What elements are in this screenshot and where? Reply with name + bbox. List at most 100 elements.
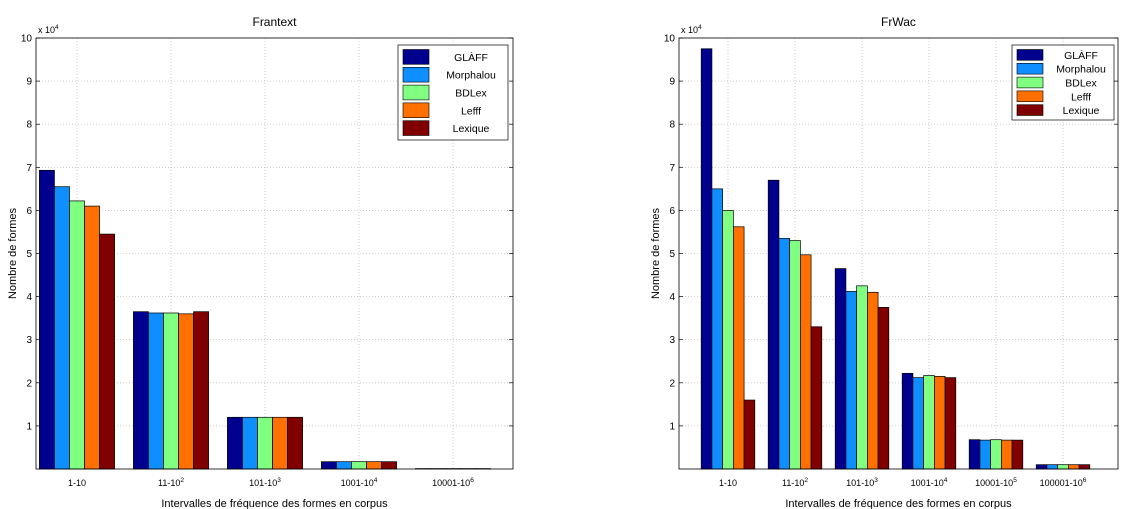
legend-swatch (1016, 62, 1044, 75)
y-tick-label: 3 (26, 335, 32, 346)
bar-morphalou-4 (336, 461, 352, 470)
y-axis-multiplier: x 104 (38, 24, 59, 35)
bar-lexique-4 (944, 377, 957, 470)
x-tick-label: 11-102 (158, 477, 184, 488)
legend-label: GLÀFF (454, 51, 488, 64)
bar-lefff-6 (1068, 464, 1080, 470)
chart-1: 1 2 3 4 5 6 7 8 9 10 1-10 11-102 101-103 1001-104 1000… (7, 15, 514, 509)
y-tick-label: 5 (669, 249, 675, 260)
bar-morphalou-2 (148, 312, 164, 470)
bar-morphalou-3 (845, 291, 857, 470)
bar-morphalou-4 (912, 377, 924, 470)
y-tick-label: 1 (26, 421, 32, 432)
bar-glff-5 (968, 439, 981, 470)
bar-bdlex-3 (257, 416, 273, 470)
bar-morphalou-1 (54, 186, 70, 470)
bar-lefff-3 (272, 416, 288, 470)
bar-lexique-1 (99, 233, 115, 470)
y-axis-label: Nombre de formes (7, 207, 19, 299)
bar-lexique-1 (743, 399, 756, 470)
bar-glff-1 (700, 48, 713, 470)
legend-swatch (1016, 49, 1044, 61)
y-tick-label: 9 (669, 77, 675, 88)
legend-swatch (1016, 104, 1044, 116)
bar-morphalou-3 (242, 416, 258, 470)
legend-label: Lefff (461, 105, 481, 117)
bar-lexique-3 (287, 416, 303, 470)
bar-bdlex-2 (789, 240, 801, 470)
legend-label: Lexique (1063, 105, 1100, 117)
chart-title: FrWac (881, 15, 916, 29)
legend-label: Lefff (1071, 91, 1091, 103)
bar-lexique-6 (1078, 464, 1091, 470)
bar-lefff-1 (733, 226, 745, 470)
legend-swatch (402, 102, 430, 119)
y-tick-label: 7 (669, 163, 675, 174)
bar-lefff-2 (178, 313, 194, 470)
bar-glff-6 (1035, 464, 1048, 470)
x-tick-label: 101-103 (846, 477, 878, 488)
y-axis-multiplier: x 104 (681, 24, 702, 35)
bar-glff-2 (767, 179, 780, 470)
y-tick-label: 2 (669, 378, 675, 389)
legend-label: Morphalou (1056, 64, 1106, 76)
bar-bdlex-2 (163, 312, 179, 470)
y-tick-label: 8 (26, 120, 32, 131)
y-tick-label: 6 (26, 206, 32, 217)
bar-glff-1 (39, 169, 55, 470)
legend-swatch (402, 120, 430, 136)
legend-swatch (1016, 90, 1044, 103)
y-tick-label: 5 (26, 249, 32, 260)
x-tick-label: 10001-106 (432, 477, 474, 488)
x-tick-label: 100001-106 (1040, 477, 1087, 488)
bar-bdlex-1 (722, 210, 734, 470)
y-tick-label: 3 (669, 335, 675, 346)
bar-bdlex-4 (351, 461, 367, 470)
x-tick-label: 11-102 (782, 477, 808, 488)
bar-morphalou-6 (1046, 464, 1058, 470)
bar-glff-4 (321, 461, 337, 470)
bar-lexique-3 (877, 307, 890, 470)
bar-lexique-2 (193, 311, 209, 470)
x-tick-label: 1001-104 (341, 477, 378, 488)
bar-lexique-4 (381, 461, 397, 470)
bar-bdlex-5 (990, 439, 1002, 470)
y-tick-label: 10 (21, 34, 33, 45)
bar-lefff-5 (1001, 439, 1013, 470)
x-tick-label: 10001-105 (975, 477, 1017, 488)
y-tick-label: 4 (669, 292, 675, 303)
bar-bdlex-3 (856, 285, 868, 470)
legend-label: Lexique (453, 123, 490, 135)
chart-title: Frantext (252, 15, 297, 29)
bar-glff-2 (133, 311, 149, 470)
y-tick-label: 8 (669, 120, 675, 131)
bar-lefff-2 (800, 254, 812, 470)
legend-swatch (402, 67, 430, 83)
bar-morphalou-5 (979, 439, 991, 470)
bar-lefff-4 (934, 375, 946, 470)
legend-swatch (402, 84, 430, 101)
bar-glff-3 (227, 416, 243, 470)
bar-glff-4 (901, 372, 914, 470)
bar-bdlex-6 (1057, 464, 1069, 470)
y-tick-label: 1 (669, 421, 675, 432)
y-tick-label: 10 (664, 34, 676, 45)
bar-lexique-5 (1011, 439, 1024, 470)
y-axis-label: Nombre de formes (650, 207, 662, 299)
legend-swatch (1016, 76, 1044, 89)
bar-bdlex-4 (923, 375, 935, 470)
x-tick-label: 1-10 (68, 478, 86, 488)
legend-swatch (402, 49, 430, 65)
bar-morphalou-1 (711, 188, 723, 470)
legend-label: BDLex (455, 88, 487, 100)
y-tick-label: 6 (669, 206, 675, 217)
x-tick-label: 1001-104 (911, 477, 948, 488)
bar-lefff-1 (84, 205, 100, 470)
x-tick-label: 1-10 (719, 478, 737, 488)
bar-lefff-3 (867, 291, 879, 470)
bar-bdlex-1 (69, 200, 85, 470)
x-tick-label: 101-103 (249, 477, 281, 488)
